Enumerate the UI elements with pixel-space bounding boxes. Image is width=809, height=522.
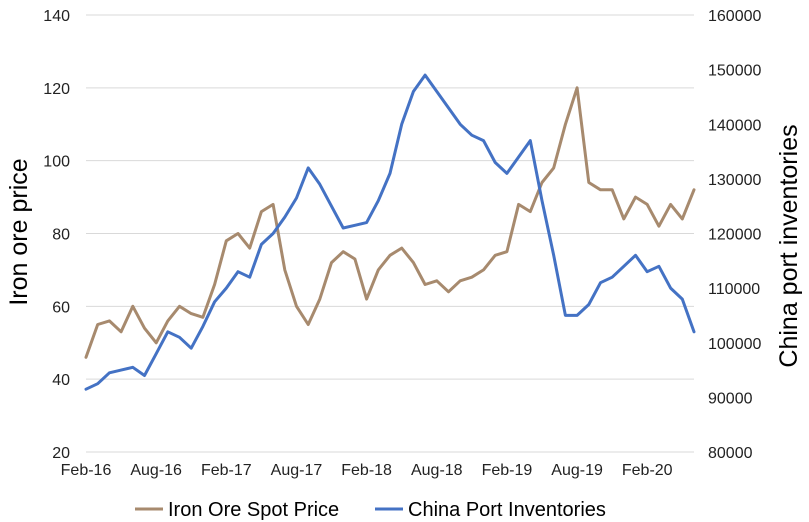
right-tick-label: 110000: [708, 281, 760, 298]
x-tick-label: Feb-19: [482, 462, 533, 479]
right-tick-label: 140000: [708, 117, 761, 134]
left-tick-label: 100: [43, 154, 70, 171]
left-tick-label: 60: [52, 299, 70, 316]
right-tick-label: 80000: [708, 445, 753, 462]
legend-label: China Port Inventories: [408, 499, 606, 521]
left-axis-ticks: 20 40 60 80 100 120 140: [43, 8, 70, 462]
right-tick-label: 100000: [708, 336, 761, 353]
left-tick-label: 40: [52, 372, 70, 389]
x-tick-label: Feb-18: [341, 462, 392, 479]
legend-label: Iron Ore Spot Price: [168, 499, 339, 521]
right-tick-label: 120000: [708, 227, 761, 244]
x-tick-label: Aug-16: [130, 462, 182, 479]
left-axis-title: Iron ore price: [5, 158, 33, 305]
series-line-1: [84, 73, 696, 391]
x-tick-label: Feb-20: [622, 462, 673, 479]
left-tick-label: 120: [43, 81, 70, 98]
gridlines: [86, 14, 694, 453]
x-tick-label: Aug-17: [271, 462, 323, 479]
right-tick-label: 160000: [708, 8, 761, 25]
x-tick-label: Feb-17: [201, 462, 252, 479]
right-axis-title: China port inventories: [775, 124, 803, 367]
left-tick-label: 140: [43, 8, 70, 25]
left-tick-label: 20: [52, 445, 70, 462]
left-tick-label: 80: [52, 227, 70, 244]
series-line-0: [84, 86, 696, 359]
x-tick-label: Aug-18: [411, 462, 463, 479]
x-axis-ticks: Feb-16 Aug-16 Feb-17 Aug-17 Feb-18 Aug-18 Feb-…: [61, 462, 673, 479]
legend: Iron Ore Spot Price China Port Inventorie…: [135, 499, 606, 521]
series-lines: [84, 73, 696, 391]
right-tick-label: 90000: [708, 390, 753, 407]
right-tick-label: 150000: [708, 63, 761, 80]
right-axis-ticks: 80000 90000 100000 110000 120000 130000 140000…: [708, 8, 761, 462]
x-tick-label: Aug-19: [551, 462, 603, 479]
x-tick-label: Feb-16: [61, 462, 112, 479]
right-tick-label: 130000: [708, 172, 761, 189]
